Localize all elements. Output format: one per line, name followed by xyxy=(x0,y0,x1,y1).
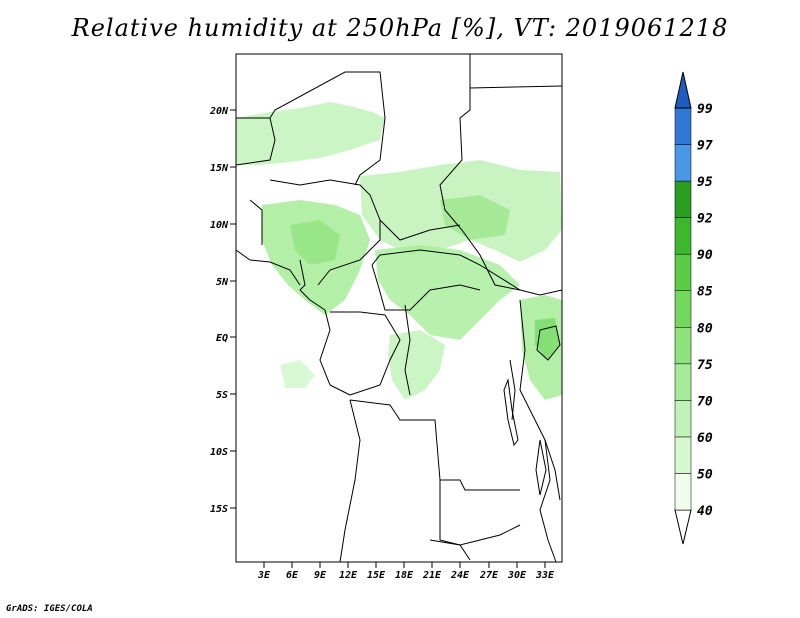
border-line xyxy=(439,480,521,546)
lat-label: EQ xyxy=(216,333,228,344)
lon-label: 6E xyxy=(286,570,299,581)
map-title: Relative humidity at 250hPa [%], VT: 201… xyxy=(71,14,729,42)
colorbar-level-label: 99 xyxy=(697,102,713,117)
colorbar-swatch xyxy=(674,363,692,401)
lon-label: 3E xyxy=(257,570,271,581)
humidity-region-core-1 xyxy=(290,220,340,265)
colorbar-swatch xyxy=(674,144,692,182)
colorbar: 40 50 60 70 75 80 85 90 92 95 97 99 xyxy=(674,71,713,545)
colorbar-level-label: 80 xyxy=(697,321,713,336)
colorbar-level-label: 92 xyxy=(697,212,713,227)
colorbar-swatch xyxy=(674,180,692,218)
lat-label: 20N xyxy=(209,106,229,117)
border-line xyxy=(371,264,481,311)
colorbar-upper-arrow xyxy=(674,71,692,109)
colorbar-level-label: 50 xyxy=(697,467,713,482)
footer-credit: GrADS: IGES/COLA xyxy=(6,604,93,614)
lake-malawi-outline xyxy=(535,439,547,496)
colorbar-swatch xyxy=(674,473,692,511)
colorbar-swatch xyxy=(674,436,692,474)
humidity-region-coast-south xyxy=(280,360,315,388)
border-line xyxy=(235,249,301,286)
lon-label: 27E xyxy=(479,570,499,581)
longitude-axis: 3E 6E 9E 12E 15E 18E 21E 24E 27E 30E 33E xyxy=(257,562,555,581)
colorbar-swatch xyxy=(674,327,692,365)
lon-label: 12E xyxy=(339,570,358,581)
border-line xyxy=(379,219,461,241)
country-borders xyxy=(235,54,563,563)
border-line xyxy=(236,71,386,186)
border-line xyxy=(509,359,516,421)
colorbar-level-label: 70 xyxy=(697,394,713,409)
border-line xyxy=(404,304,411,396)
humidity-shading xyxy=(236,102,562,400)
lon-label: 24E xyxy=(450,570,470,581)
lat-label: 5N xyxy=(216,277,229,288)
colorbar-level-label: 85 xyxy=(697,285,713,300)
border-line xyxy=(429,539,471,561)
colorbar-lower-arrow xyxy=(674,509,692,545)
border-line xyxy=(371,249,521,291)
colorbar-level-label: 75 xyxy=(697,358,713,373)
border-line xyxy=(439,54,563,296)
colorbar-swatch xyxy=(674,217,692,255)
border-line xyxy=(339,399,361,563)
map-frame xyxy=(235,53,563,563)
lat-label: 10N xyxy=(210,220,229,231)
lat-label: 10S xyxy=(210,447,228,458)
colorbar-level-label: 60 xyxy=(697,431,713,446)
colorbar-level-label: 90 xyxy=(697,248,713,263)
latitude-axis: 20N 15N 10N 5N EQ 5S 10S 15S xyxy=(209,106,236,515)
lon-label: 30E xyxy=(507,570,527,581)
border-line xyxy=(299,259,306,291)
border-line xyxy=(349,399,520,491)
lakes xyxy=(503,325,561,496)
lon-label: 18E xyxy=(395,570,414,581)
lon-label: 21E xyxy=(422,570,442,581)
humidity-region-congo-south xyxy=(388,330,445,400)
lat-label: 5S xyxy=(216,390,228,401)
lon-label: 15E xyxy=(367,570,386,581)
border-line xyxy=(519,299,561,501)
colorbar-level-label: 97 xyxy=(697,139,713,154)
humidity-region-congo-north xyxy=(375,245,520,340)
border-line xyxy=(235,117,276,166)
lake-victoria-outline xyxy=(536,325,561,361)
colorbar-level-label: 40 xyxy=(697,504,713,519)
lat-label: 15N xyxy=(210,163,229,174)
border-line xyxy=(269,179,381,286)
border-line xyxy=(299,289,351,396)
lon-label: 33E xyxy=(535,570,555,581)
humidity-region-core-3 xyxy=(535,318,560,360)
colorbar-level-label: 95 xyxy=(697,175,713,190)
colorbar-swatch xyxy=(674,107,692,145)
humidity-region-core-2 xyxy=(440,195,510,240)
lat-label: 15S xyxy=(210,504,228,515)
lake-tanganyika-outline xyxy=(503,378,519,447)
border-line xyxy=(539,439,557,563)
lon-label: 9E xyxy=(314,570,327,581)
colorbar-swatch xyxy=(674,253,692,291)
colorbar-swatch xyxy=(674,400,692,438)
border-line xyxy=(249,199,263,245)
humidity-region-sahel-west xyxy=(236,102,385,165)
border-line xyxy=(469,85,563,89)
border-line xyxy=(330,311,401,396)
colorbar-swatch xyxy=(674,290,692,328)
